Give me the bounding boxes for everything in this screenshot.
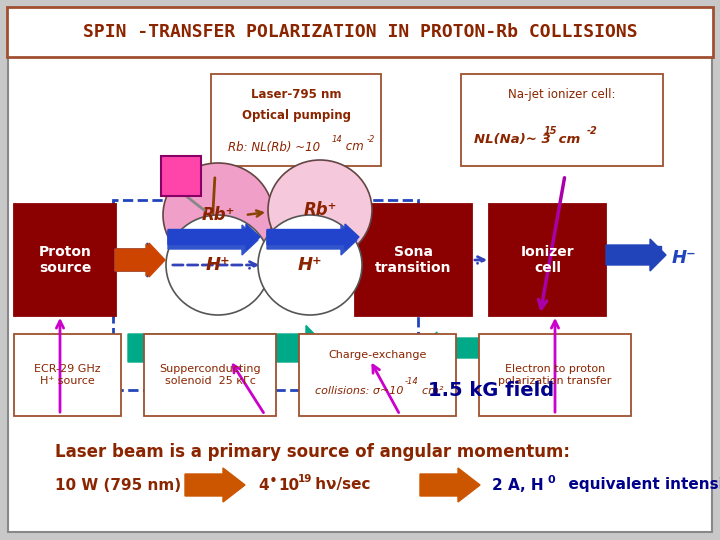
Text: collisions: σ~10: collisions: σ~10	[315, 386, 403, 396]
Text: Na-jet ionizer cell:: Na-jet ionizer cell:	[508, 89, 616, 102]
Text: SPIN -TRANSFER POLARIZATION IN PROTON-Rb COLLISIONS: SPIN -TRANSFER POLARIZATION IN PROTON-Rb…	[83, 23, 637, 41]
Text: Charge-exchange: Charge-exchange	[329, 350, 427, 360]
Text: •: •	[269, 475, 278, 489]
Text: Proton
source: Proton source	[39, 245, 91, 275]
FancyBboxPatch shape	[299, 334, 456, 416]
FancyArrow shape	[267, 224, 359, 250]
Text: Rb⁺: Rb⁺	[303, 201, 337, 219]
Text: H⁻: H⁻	[672, 249, 697, 267]
Text: Laser-795 nm: Laser-795 nm	[251, 89, 341, 102]
Text: 4: 4	[258, 477, 269, 492]
Ellipse shape	[163, 163, 273, 267]
FancyArrow shape	[115, 243, 165, 277]
FancyArrow shape	[636, 246, 661, 250]
Text: Rb⁺: Rb⁺	[202, 206, 235, 224]
Text: cm²: cm²	[415, 386, 444, 396]
FancyBboxPatch shape	[461, 74, 663, 166]
Text: H⁺: H⁺	[297, 256, 323, 274]
FancyBboxPatch shape	[161, 156, 201, 196]
FancyBboxPatch shape	[479, 334, 631, 416]
Text: NL(Na)~ 3: NL(Na)~ 3	[474, 133, 551, 146]
FancyArrow shape	[420, 468, 480, 502]
FancyArrow shape	[128, 326, 328, 370]
Text: 14: 14	[332, 136, 343, 144]
FancyArrow shape	[185, 468, 245, 502]
Text: hν/sec: hν/sec	[310, 477, 371, 492]
FancyArrow shape	[115, 243, 163, 277]
Ellipse shape	[268, 160, 372, 260]
FancyArrow shape	[606, 239, 666, 271]
Text: Electron to proton
polarization transfer: Electron to proton polarization transfer	[498, 364, 612, 386]
FancyBboxPatch shape	[355, 204, 472, 316]
Text: 10: 10	[278, 477, 299, 492]
FancyBboxPatch shape	[144, 334, 276, 416]
FancyArrow shape	[267, 225, 357, 255]
Text: 10 W (795 nm): 10 W (795 nm)	[55, 477, 181, 492]
FancyBboxPatch shape	[14, 334, 121, 416]
FancyBboxPatch shape	[211, 74, 381, 166]
Text: 0: 0	[548, 475, 556, 485]
Ellipse shape	[258, 215, 362, 315]
FancyArrow shape	[168, 225, 258, 255]
Text: Laser beam is a primary source of angular momentum:: Laser beam is a primary source of angula…	[55, 443, 570, 461]
Text: -2: -2	[367, 136, 375, 144]
Text: cm: cm	[554, 133, 580, 146]
Text: Ionizer
cell: Ionizer cell	[521, 245, 575, 275]
Text: 15: 15	[544, 126, 557, 136]
Text: -2: -2	[587, 126, 598, 136]
FancyArrow shape	[116, 244, 161, 276]
FancyArrow shape	[168, 224, 260, 250]
Text: 2 A, H: 2 A, H	[492, 477, 544, 492]
Text: 19: 19	[298, 474, 312, 484]
FancyArrow shape	[421, 332, 486, 364]
Text: ECR-29 GHz
H⁺ source: ECR-29 GHz H⁺ source	[34, 364, 101, 386]
Text: Sona
transition: Sona transition	[375, 245, 451, 275]
Text: equivalent intensity.: equivalent intensity.	[558, 477, 720, 492]
Ellipse shape	[166, 215, 270, 315]
FancyBboxPatch shape	[14, 204, 116, 316]
Text: Supperconducting
solenoid  25 кГс: Supperconducting solenoid 25 кГс	[159, 364, 261, 386]
Text: 1.5 kG field: 1.5 kG field	[428, 381, 554, 400]
Text: Rb: NL(Rb) ~10: Rb: NL(Rb) ~10	[228, 140, 320, 153]
Text: -14: -14	[405, 377, 419, 386]
Text: cm: cm	[342, 140, 364, 153]
Bar	[113, 200, 418, 390]
FancyBboxPatch shape	[489, 204, 606, 316]
Text: Optical pumping: Optical pumping	[241, 109, 351, 122]
Text: H⁺: H⁺	[206, 256, 230, 274]
FancyBboxPatch shape	[7, 7, 713, 57]
